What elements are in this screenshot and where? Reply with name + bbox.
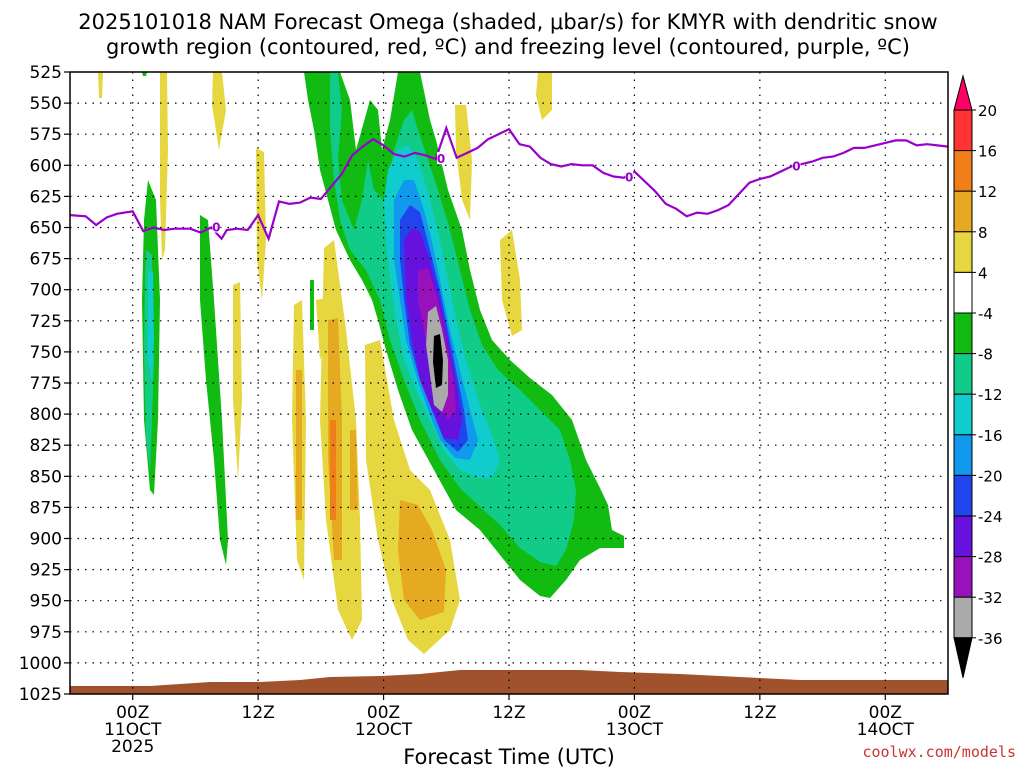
freezing-label-bg xyxy=(437,152,446,165)
freezing-label-bg xyxy=(212,220,221,233)
y-tick-label: 1000 xyxy=(19,654,62,674)
freezing-level-label: 0 xyxy=(625,171,633,185)
colorbar-label: -4 xyxy=(978,305,993,323)
omega-positive-core xyxy=(398,500,446,620)
grid-lines xyxy=(70,72,948,694)
y-tick-label: 850 xyxy=(30,467,62,487)
omega-positive-area xyxy=(233,282,242,480)
y-tick-label: 775 xyxy=(30,374,62,394)
freezing-label-bg xyxy=(792,159,801,172)
y-tick-label: 875 xyxy=(30,498,62,518)
omega-negative-area xyxy=(142,72,147,76)
colorbar-segment xyxy=(953,596,973,639)
freezing-level-label: 0 xyxy=(212,221,220,235)
y-tick-label: 625 xyxy=(30,187,62,207)
colorbar-segment xyxy=(953,190,973,233)
omega-positive-area xyxy=(98,72,103,98)
colorbar-label: 16 xyxy=(978,143,997,161)
colorbar-label: -16 xyxy=(978,427,1003,445)
x-tick-label: 12Z xyxy=(743,703,776,723)
colorbar-segment xyxy=(953,515,973,558)
x-tick-label: 12Z xyxy=(492,703,525,723)
y-tick-label: 700 xyxy=(30,281,62,301)
omega-positive-core xyxy=(330,420,336,520)
omega-positive-core xyxy=(350,430,358,510)
x-tick-label: 00Z xyxy=(116,703,149,723)
omega-negative-extreme xyxy=(433,334,443,388)
freezing-level-label: 0 xyxy=(437,152,445,166)
colorbar-segment xyxy=(953,434,973,476)
y-tick-label: 1025 xyxy=(19,685,62,705)
y-tick-label: 975 xyxy=(30,623,62,643)
omega-positive-area xyxy=(455,105,472,220)
y-axis-pressure-ticks: 525 550 575 600 625 650 675 700 725 750 775 800 825 8… xyxy=(19,63,70,705)
x-tick-label: 2025 xyxy=(111,737,154,757)
chart-title-line-2: growth region (contoured, red, ºC) and f… xyxy=(106,35,910,59)
colorbar-label: 20 xyxy=(978,102,997,120)
colorbar-label: -8 xyxy=(978,346,993,364)
chart-title-line-1: 2025101018 NAM Forecast Omega (shaded, μ… xyxy=(78,10,937,34)
colorbar-label: -28 xyxy=(978,549,1003,567)
credit-text: coolwx.com/models xyxy=(862,743,1016,761)
omega-negative-area xyxy=(310,280,314,330)
y-tick-label: 900 xyxy=(30,530,62,550)
x-tick-label: 12Z xyxy=(242,703,275,723)
y-tick-label: 525 xyxy=(30,63,62,83)
omega-colorbar: 20 16 12 8 4 -4 -8 -12 -16 -20 -24 -28 -32 -36 xyxy=(953,74,1003,678)
x-tick-label: 00Z xyxy=(618,703,651,723)
y-tick-label: 600 xyxy=(30,156,62,176)
colorbar-segment xyxy=(953,393,973,436)
omega-positive-core xyxy=(296,370,302,520)
omega-positive-area xyxy=(212,72,226,150)
x-tick-label: 11OCT xyxy=(104,720,162,740)
y-tick-label: 575 xyxy=(30,125,62,145)
freezing-level-contour xyxy=(70,124,948,242)
y-tick-label: 800 xyxy=(30,405,62,425)
colorbar-label: -12 xyxy=(978,386,1003,404)
freezing-level-label: 0 xyxy=(792,160,800,174)
omega-positive-area xyxy=(316,298,330,360)
colorbar-segment xyxy=(953,109,973,152)
y-tick-label: 725 xyxy=(30,312,62,332)
colorbar-label: -32 xyxy=(978,589,1003,607)
colorbar-label: -20 xyxy=(978,467,1003,485)
y-tick-label: 675 xyxy=(30,250,62,270)
y-tick-label: 950 xyxy=(30,592,62,612)
colorbar-top-arrow xyxy=(953,74,973,111)
x-tick-label: 12OCT xyxy=(355,720,413,740)
y-tick-label: 650 xyxy=(30,219,62,239)
terrain-ground xyxy=(70,670,948,694)
omega-positive-area xyxy=(536,72,552,120)
colorbar-label: -24 xyxy=(978,508,1003,526)
x-tick-label: 00Z xyxy=(367,703,400,723)
colorbar-segment xyxy=(953,474,973,517)
colorbar-label: 12 xyxy=(978,183,997,201)
colorbar-segment xyxy=(953,231,973,273)
colorbar-bottom-arrow xyxy=(953,637,973,678)
y-tick-label: 825 xyxy=(30,436,62,456)
colorbar-segment xyxy=(953,556,973,598)
omega-shading xyxy=(70,72,948,694)
y-tick-label: 550 xyxy=(30,94,62,114)
colorbar-label: -36 xyxy=(978,630,1003,648)
omega-positive-area xyxy=(160,72,168,260)
omega-positive-area xyxy=(500,230,522,336)
colorbar-segment xyxy=(953,353,973,395)
y-tick-label: 750 xyxy=(30,343,62,363)
freezing-level-labels: 0 0 0 0 xyxy=(212,152,801,235)
colorbar-segment xyxy=(953,150,973,192)
colorbar-segment xyxy=(953,312,973,355)
freezing-label-bg xyxy=(625,170,634,183)
colorbar-label: 4 xyxy=(978,264,988,282)
colorbar-segment xyxy=(953,271,973,314)
x-tick-label: 00Z xyxy=(869,703,902,723)
x-axis-label: Forecast Time (UTC) xyxy=(403,745,615,768)
omega-negative-area xyxy=(200,215,228,565)
x-tick-label: 13OCT xyxy=(606,720,664,740)
colorbar-label: 8 xyxy=(978,224,988,242)
x-tick-label: 14OCT xyxy=(857,720,915,740)
y-tick-label: 925 xyxy=(30,561,62,581)
